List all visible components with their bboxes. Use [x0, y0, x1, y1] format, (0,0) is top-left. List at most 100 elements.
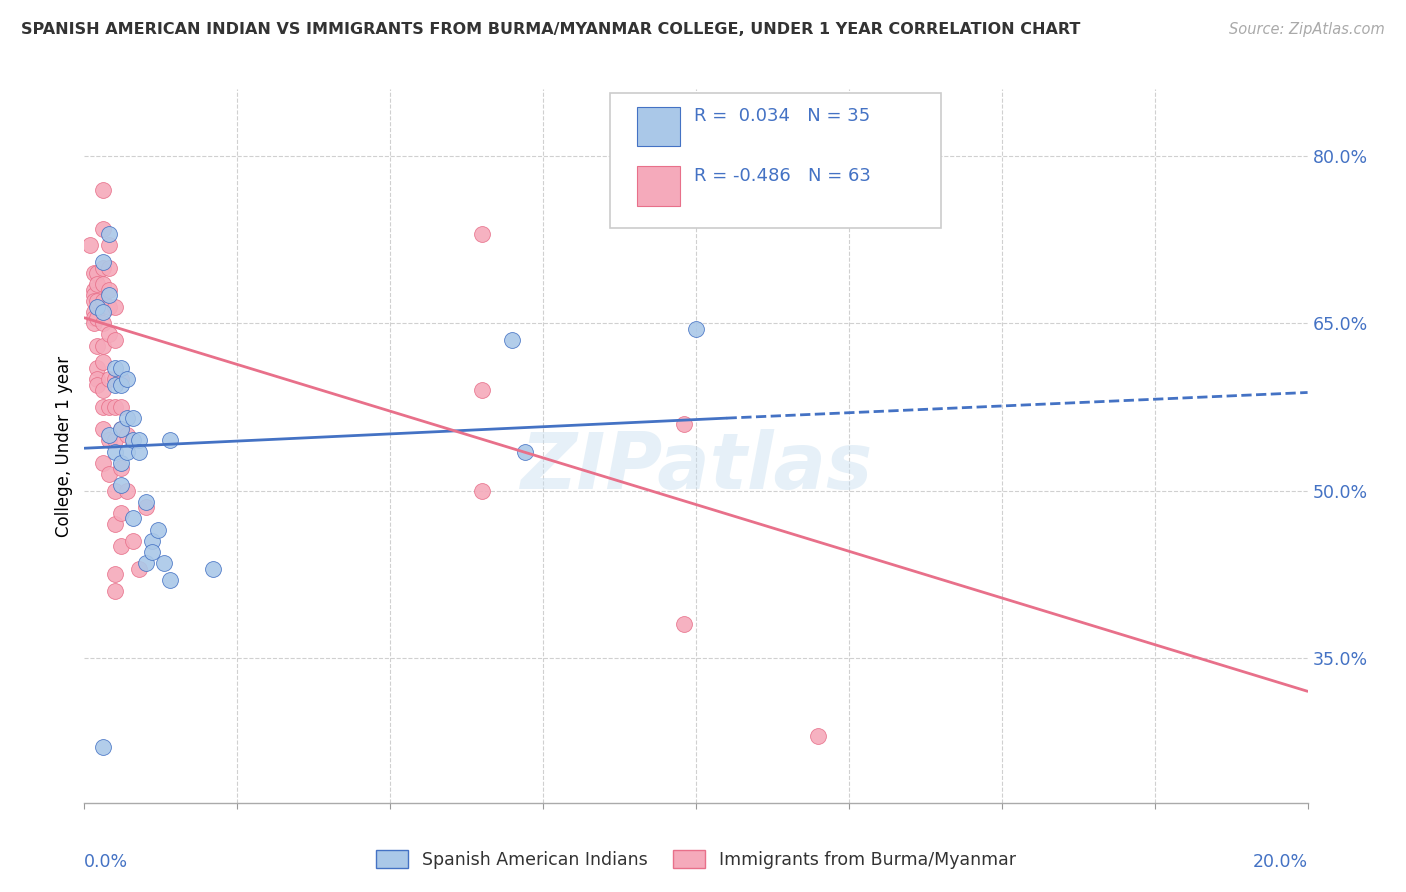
Point: [97, 428, 120, 442]
Point: [122, 411, 145, 425]
Point: [86, 293, 108, 308]
Point: [91, 182, 114, 196]
Point: [97, 467, 120, 481]
Point: [110, 361, 132, 376]
Point: [110, 456, 132, 470]
Point: [104, 400, 127, 414]
Text: Source: ZipAtlas.com: Source: ZipAtlas.com: [1229, 22, 1385, 37]
Point: [91, 293, 114, 308]
Point: [86, 372, 108, 386]
Point: [110, 478, 132, 492]
Text: SPANISH AMERICAN INDIAN VS IMMIGRANTS FROM BURMA/MYANMAR COLLEGE, UNDER 1 YEAR C: SPANISH AMERICAN INDIAN VS IMMIGRANTS FR…: [21, 22, 1080, 37]
Point: [110, 506, 132, 520]
Point: [513, 444, 536, 458]
Point: [685, 322, 707, 336]
Text: R =  0.034   N = 35: R = 0.034 N = 35: [693, 107, 870, 125]
Point: [141, 545, 163, 559]
Point: [83, 288, 105, 302]
Point: [128, 434, 150, 448]
Point: [672, 617, 695, 632]
Point: [104, 483, 127, 498]
Point: [97, 327, 120, 342]
Point: [128, 562, 150, 576]
Text: R = -0.486   N = 63: R = -0.486 N = 63: [693, 167, 870, 185]
Point: [97, 434, 120, 448]
Point: [110, 422, 132, 436]
Point: [91, 422, 114, 436]
Text: 0.0%: 0.0%: [84, 853, 128, 871]
Point: [104, 372, 127, 386]
Point: [104, 567, 127, 582]
Point: [83, 317, 105, 331]
Point: [97, 283, 120, 297]
Point: [122, 511, 145, 525]
Point: [104, 434, 127, 448]
Point: [115, 444, 138, 458]
Point: [79, 238, 101, 252]
Point: [153, 556, 176, 570]
Point: [91, 740, 114, 755]
Point: [159, 434, 181, 448]
Text: 20.0%: 20.0%: [1253, 853, 1308, 871]
Point: [97, 260, 120, 275]
Point: [135, 494, 157, 508]
Point: [91, 221, 114, 235]
Point: [97, 372, 120, 386]
Point: [110, 377, 132, 392]
Point: [104, 300, 127, 314]
Point: [91, 384, 114, 398]
Text: ZIPatlas: ZIPatlas: [520, 429, 872, 506]
Point: [91, 400, 114, 414]
Point: [135, 500, 157, 515]
Point: [104, 333, 127, 347]
Point: [471, 227, 494, 241]
Point: [91, 456, 114, 470]
Point: [110, 400, 132, 414]
Point: [115, 411, 138, 425]
Point: [91, 338, 114, 352]
Point: [110, 422, 132, 436]
Point: [159, 573, 181, 587]
Point: [807, 729, 830, 743]
Point: [86, 300, 108, 314]
Point: [97, 227, 120, 241]
Point: [91, 355, 114, 369]
Point: [104, 516, 127, 531]
Point: [141, 533, 163, 548]
Bar: [637, 107, 681, 146]
Point: [201, 562, 224, 576]
Point: [91, 305, 114, 319]
Point: [146, 523, 169, 537]
Point: [91, 317, 114, 331]
Point: [97, 238, 120, 252]
Point: [115, 428, 138, 442]
Point: [110, 539, 132, 553]
Point: [104, 377, 127, 392]
Point: [122, 434, 145, 448]
Point: [104, 361, 127, 376]
Point: [91, 255, 114, 269]
Point: [83, 283, 105, 297]
Point: [135, 556, 157, 570]
Point: [110, 372, 132, 386]
Point: [104, 444, 127, 458]
Point: [91, 260, 114, 275]
Point: [97, 288, 120, 302]
Point: [83, 266, 105, 280]
Point: [122, 533, 145, 548]
Point: [104, 583, 127, 598]
Point: [83, 305, 105, 319]
Point: [86, 277, 108, 292]
Point: [91, 277, 114, 292]
Point: [471, 384, 494, 398]
Y-axis label: College, Under 1 year: College, Under 1 year: [55, 355, 73, 537]
Legend: Spanish American Indians, Immigrants from Burma/Myanmar: Spanish American Indians, Immigrants fro…: [370, 844, 1022, 876]
Point: [502, 333, 524, 347]
Point: [83, 293, 105, 308]
Point: [115, 483, 138, 498]
Bar: [637, 166, 681, 205]
Point: [110, 461, 132, 475]
Point: [471, 483, 494, 498]
Point: [97, 300, 120, 314]
Point: [672, 417, 695, 431]
